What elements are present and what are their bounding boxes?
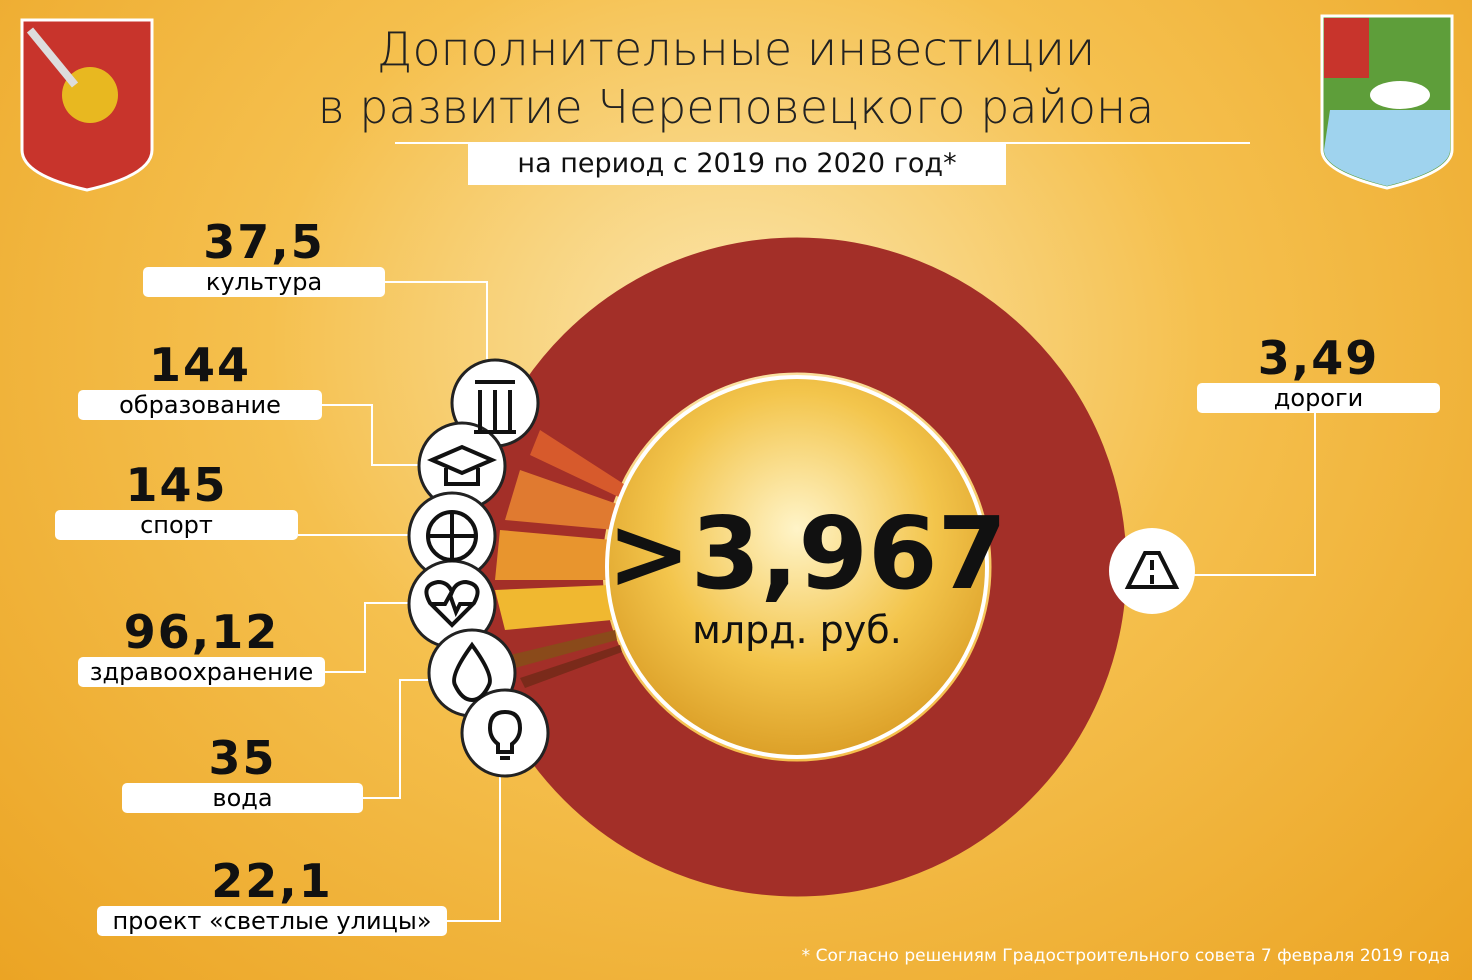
amount: 96,12	[123, 605, 280, 659]
center-disc	[605, 375, 989, 759]
amount: 145	[125, 458, 228, 512]
center-unit: млрд. руб.	[692, 608, 902, 652]
category-label: проект «светлые улицы»	[97, 906, 447, 936]
wedge	[495, 585, 612, 630]
icons	[407, 358, 1195, 778]
water	[1324, 110, 1450, 186]
amount: 35	[208, 731, 277, 785]
center-amount: >3,967	[607, 495, 1008, 612]
amount: 37,5	[203, 215, 325, 269]
title: Дополнительные инвестиции	[376, 22, 1096, 76]
wedge	[520, 645, 622, 688]
wedge	[495, 530, 612, 580]
wedge	[510, 630, 617, 668]
connectors	[298, 281, 1316, 922]
footnote: * Согласно решениям Градостроительного с…	[801, 946, 1450, 966]
wedge	[530, 430, 630, 500]
wedge	[505, 470, 620, 530]
title: в развитие Череповецкого района	[317, 80, 1155, 134]
category-label: вода	[122, 783, 363, 813]
category-label: дороги	[1197, 383, 1440, 413]
subtitle: на период с 2019 по 2020 год*	[468, 143, 1006, 185]
amount: 144	[148, 338, 252, 392]
category-label: образование	[78, 390, 322, 420]
amount: 22,1	[211, 854, 333, 908]
icon-glyphs	[424, 380, 1180, 760]
category-label: культура	[143, 267, 385, 297]
sword	[26, 27, 79, 88]
amount: 3,49	[1257, 331, 1380, 385]
category-label: здравоохранение	[78, 657, 325, 687]
category-label: спорт	[55, 510, 298, 540]
canton	[1324, 18, 1369, 78]
bird	[1370, 81, 1430, 109]
